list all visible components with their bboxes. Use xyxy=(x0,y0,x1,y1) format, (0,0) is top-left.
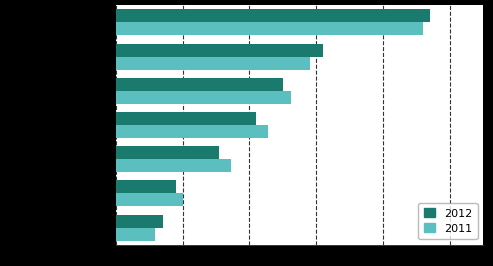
Bar xyxy=(116,193,182,206)
Bar xyxy=(116,22,423,35)
Bar xyxy=(116,44,323,57)
Bar xyxy=(116,91,291,104)
Bar xyxy=(116,180,176,193)
Bar xyxy=(116,125,268,138)
Bar xyxy=(116,146,219,159)
Bar xyxy=(116,9,430,22)
Bar xyxy=(116,78,283,91)
Legend: 2012, 2011: 2012, 2011 xyxy=(418,203,478,239)
Bar xyxy=(116,215,163,228)
Bar xyxy=(116,57,310,70)
Bar xyxy=(116,159,231,172)
Bar xyxy=(116,228,155,241)
Bar xyxy=(116,112,256,125)
